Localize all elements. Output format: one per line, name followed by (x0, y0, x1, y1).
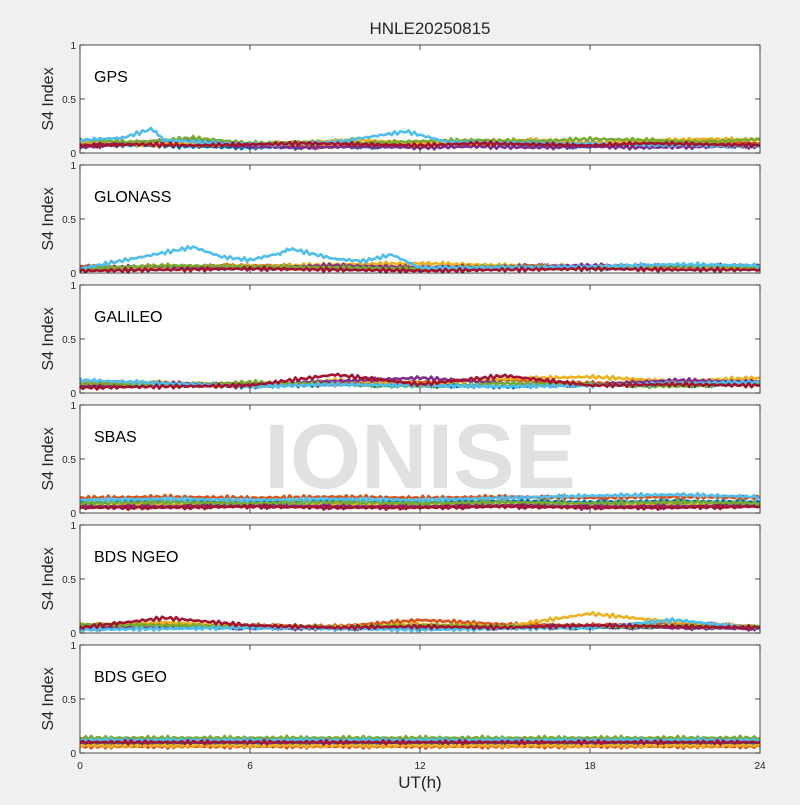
panel-label: GPS (94, 69, 128, 86)
y-tick-label: 0.5 (62, 95, 76, 106)
panel-label: GALILEO (94, 309, 162, 326)
y-tick-label: 0.5 (62, 335, 76, 346)
series-line (79, 372, 761, 391)
y-axis-label: S4 Index (40, 547, 57, 610)
y-axis-label: S4 Index (40, 427, 57, 490)
y-tick-label: 0 (70, 389, 76, 400)
panel-1: 0 0.5 1 S4 Index GLONASS (40, 161, 761, 280)
y-axis-label: S4 Index (40, 187, 57, 250)
y-tick-label: 1 (70, 281, 76, 292)
plot-area (80, 165, 760, 273)
series-line (79, 491, 761, 504)
series-line (79, 134, 761, 147)
watermark-text: IONISE (264, 406, 576, 508)
panel-label: GLONASS (94, 189, 171, 206)
y-tick-label: 0.5 (62, 575, 76, 586)
panel-2: 0 0.5 1 S4 Index GALILEO (40, 281, 761, 400)
y-tick-label: 0 (70, 509, 76, 520)
y-tick-label: 1 (70, 641, 76, 652)
y-tick-label: 0 (70, 149, 76, 160)
y-tick-label: 1 (70, 161, 76, 172)
panel-label: BDS GEO (94, 669, 167, 686)
y-axis-label: S4 Index (40, 67, 57, 130)
x-axis-label: UT(h) (398, 773, 441, 792)
panel-label: SBAS (94, 429, 137, 446)
series-line (79, 736, 761, 744)
y-axis-label: S4 Index (40, 667, 57, 730)
x-tick-label: 0 (77, 761, 83, 772)
plot-area (80, 525, 760, 633)
panel-0: 0 0.5 1 S4 Index GPS (40, 41, 761, 160)
y-tick-label: 1 (70, 41, 76, 52)
y-axis-label: S4 Index (40, 307, 57, 370)
x-tick-label: 18 (584, 761, 596, 772)
y-tick-label: 0.5 (62, 215, 76, 226)
y-tick-label: 0 (70, 749, 76, 760)
y-tick-label: 1 (70, 401, 76, 412)
y-tick-label: 0.5 (62, 695, 76, 706)
panel-4: 0 0.5 1 S4 Index BDS NGEO (40, 521, 761, 640)
y-tick-label: 0 (70, 269, 76, 280)
subplot-stack: 0 0.5 1 S4 Index GPS 0 0.5 1 S4 Index GLONASS 0 0.5… (40, 41, 766, 772)
figure-title: HNLE20250815 (370, 19, 491, 38)
x-tick-label: 12 (414, 761, 426, 772)
plot-area (80, 45, 760, 153)
x-tick-label: 24 (754, 761, 766, 772)
series-line (79, 738, 761, 746)
series-line (79, 742, 761, 749)
y-tick-label: 1 (70, 521, 76, 532)
panel-5: 0 0.5 1 0 6 12 18 24 S4 Index BDS GEO (40, 641, 766, 772)
y-tick-label: 0.5 (62, 455, 76, 466)
plot-area (80, 285, 760, 393)
series-line (79, 615, 761, 631)
series-line (79, 140, 760, 149)
panel-label: BDS NGEO (94, 549, 178, 566)
x-tick-label: 6 (247, 761, 253, 772)
series-line (79, 498, 761, 507)
y-tick-label: 0 (70, 629, 76, 640)
panel-3: 0 0.5 1 S4 Index SBAS (40, 401, 761, 520)
series-line (79, 245, 761, 271)
